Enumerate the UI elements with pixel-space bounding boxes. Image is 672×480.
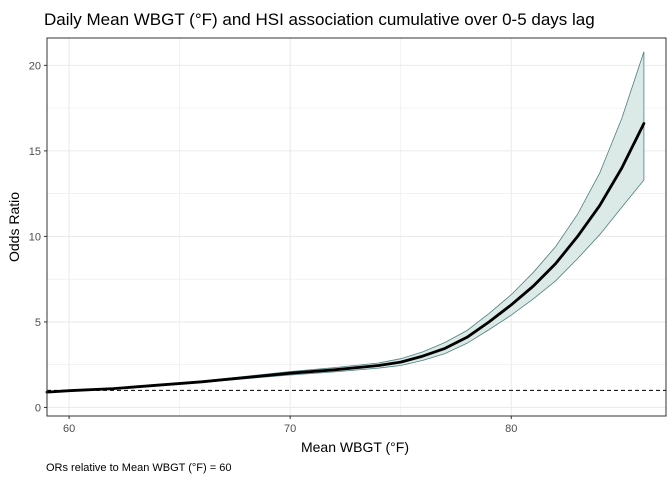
plot-panel-border xyxy=(46,37,667,417)
y-tick-label: 15 xyxy=(29,146,41,158)
y-axis: 0 5 10 15 20 xyxy=(29,60,47,414)
confidence-band xyxy=(46,51,645,393)
y-tick-label: 20 xyxy=(29,60,41,72)
odds-ratio-line xyxy=(45,122,646,394)
x-axis-title: Mean WBGT (°F) xyxy=(301,439,409,455)
y-axis-title: Odds Ratio xyxy=(6,192,22,262)
y-tick-label: 10 xyxy=(29,231,41,243)
y-tick-label: 0 xyxy=(35,402,41,414)
grid xyxy=(47,38,666,416)
chart-title: Daily Mean WBGT (°F) and HSI association… xyxy=(44,10,595,29)
chart-caption: ORs relative to Mean WBGT (°F) = 60 xyxy=(46,462,231,474)
x-axis: 60 70 80 xyxy=(63,416,517,435)
x-tick-label: 70 xyxy=(284,423,296,435)
x-tick-label: 80 xyxy=(505,423,517,435)
x-tick-label: 60 xyxy=(63,423,75,435)
y-tick-label: 5 xyxy=(35,317,41,329)
